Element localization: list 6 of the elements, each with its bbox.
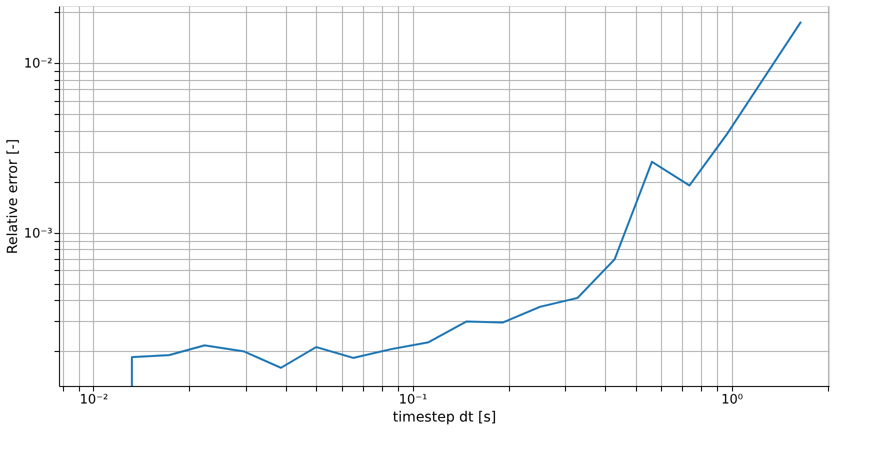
x-tick-label: 10⁰: [721, 392, 743, 408]
x-tick-label: 10⁻¹: [398, 392, 428, 408]
x-axis-title: timestep dt [s]: [392, 410, 496, 426]
y-axis-title: Relative error [-]: [4, 138, 21, 254]
x-tick-label: 10⁻²: [80, 392, 108, 408]
y-tick-label: 10⁻³: [24, 226, 52, 242]
